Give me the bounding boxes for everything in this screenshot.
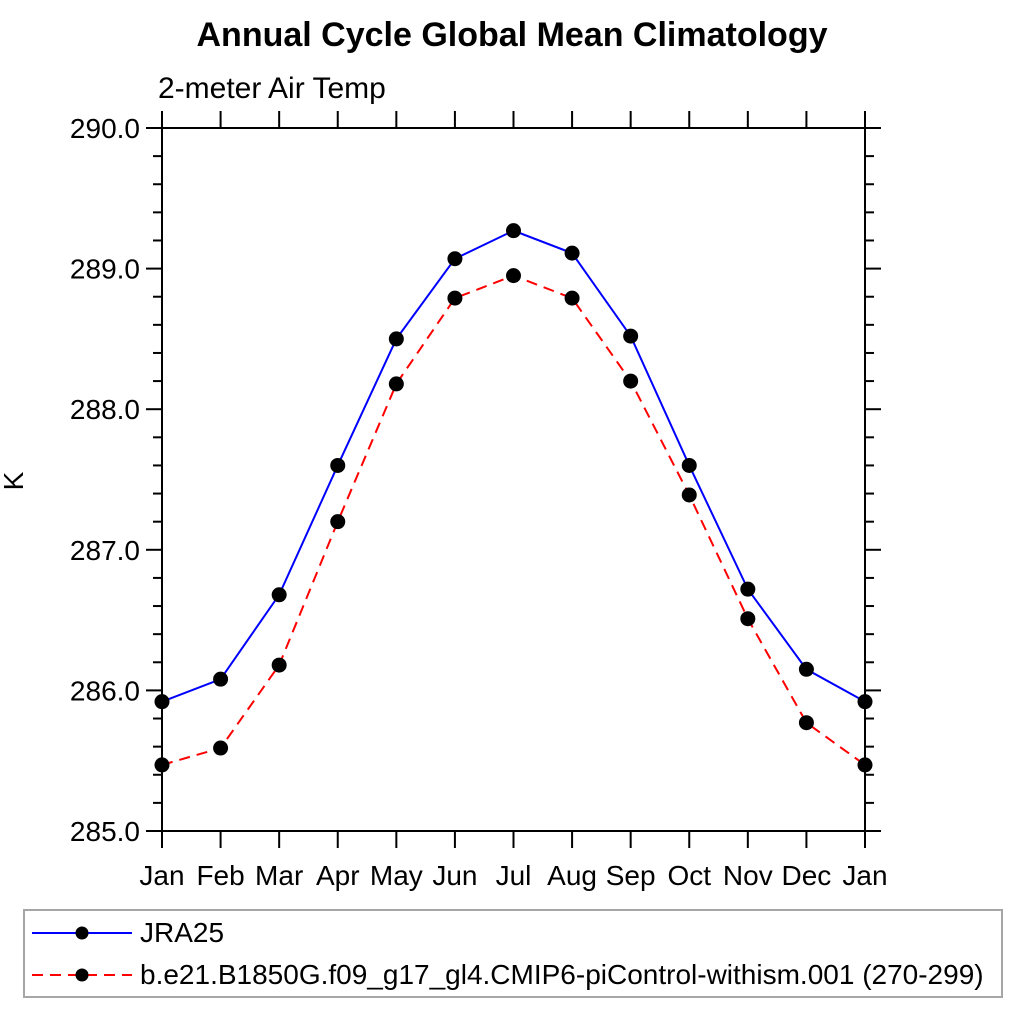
x-tick-label: Dec — [782, 860, 832, 891]
data-point-0 — [740, 581, 756, 597]
data-point-1 — [271, 657, 287, 673]
y-tick-label: 290.0 — [70, 113, 140, 144]
x-tick-label: Mar — [255, 860, 303, 891]
y-tick-label: 289.0 — [70, 254, 140, 285]
x-tick-label: Nov — [723, 860, 773, 891]
data-point-1 — [681, 487, 697, 503]
legend-sample-line-solid — [32, 926, 132, 939]
x-tick-label: May — [370, 860, 423, 891]
y-tick-label: 285.0 — [70, 816, 140, 847]
plot-frame — [161, 127, 866, 832]
data-point-0 — [213, 671, 229, 687]
data-point-1 — [857, 757, 873, 773]
y-tick-label: 287.0 — [70, 535, 140, 566]
x-tick-label: Oct — [667, 860, 711, 891]
x-tick-label: Jun — [432, 860, 477, 891]
data-point-0 — [681, 457, 697, 473]
chart-subtitle: 2-meter Air Temp — [158, 72, 386, 105]
x-tick-label: Sep — [606, 860, 656, 891]
legend-row-model: b.e21.B1850G.f09_g17_gl4.CMIP6-piControl… — [25, 956, 1001, 994]
data-point-0 — [447, 251, 463, 267]
data-point-1 — [798, 715, 814, 731]
data-point-0 — [271, 587, 287, 603]
data-point-0 — [623, 328, 639, 344]
legend-row-jra25: JRA25 — [25, 914, 1001, 952]
data-point-1 — [388, 376, 404, 392]
data-point-1 — [447, 290, 463, 306]
series-line-0 — [161, 229, 866, 703]
data-point-1 — [740, 611, 756, 627]
y-tick-label: 286.0 — [70, 675, 140, 706]
data-point-1 — [330, 514, 346, 530]
data-point-0 — [798, 661, 814, 677]
x-tick-label: Jul — [496, 860, 532, 891]
chart-title: Annual Cycle Global Mean Climatology — [196, 16, 828, 54]
data-point-1 — [564, 290, 580, 306]
legend-label-jra25: JRA25 — [140, 916, 225, 948]
x-tick-label: Apr — [316, 860, 360, 891]
data-point-0 — [857, 694, 873, 710]
data-point-0 — [388, 331, 404, 347]
x-tick-label: Aug — [547, 860, 597, 891]
data-point-0 — [506, 223, 521, 239]
data-point-0 — [154, 694, 170, 710]
y-tick-label: 288.0 — [70, 394, 140, 425]
data-point-1 — [506, 268, 521, 284]
legend-sample-line-dashed — [32, 968, 132, 981]
data-point-1 — [623, 373, 639, 389]
x-tick-label: Jan — [139, 860, 184, 891]
series-line-1 — [161, 274, 866, 766]
data-point-0 — [330, 457, 346, 473]
data-point-1 — [213, 740, 229, 756]
legend-label-model: b.e21.B1850G.f09_g17_gl4.CMIP6-piControl… — [140, 958, 984, 990]
x-tick-label: Jan — [842, 860, 887, 891]
data-point-0 — [564, 245, 580, 261]
legend-box: JRA25 b.e21.B1850G.f09_g17_gl4.CMIP6-piC… — [23, 909, 1003, 998]
data-point-1 — [154, 757, 170, 773]
x-tick-label: Feb — [196, 860, 244, 891]
plot-area: 290.0 289.0 288.0 287.0 286.0 285.0 Jan Feb Mar A… — [70, 111, 888, 891]
